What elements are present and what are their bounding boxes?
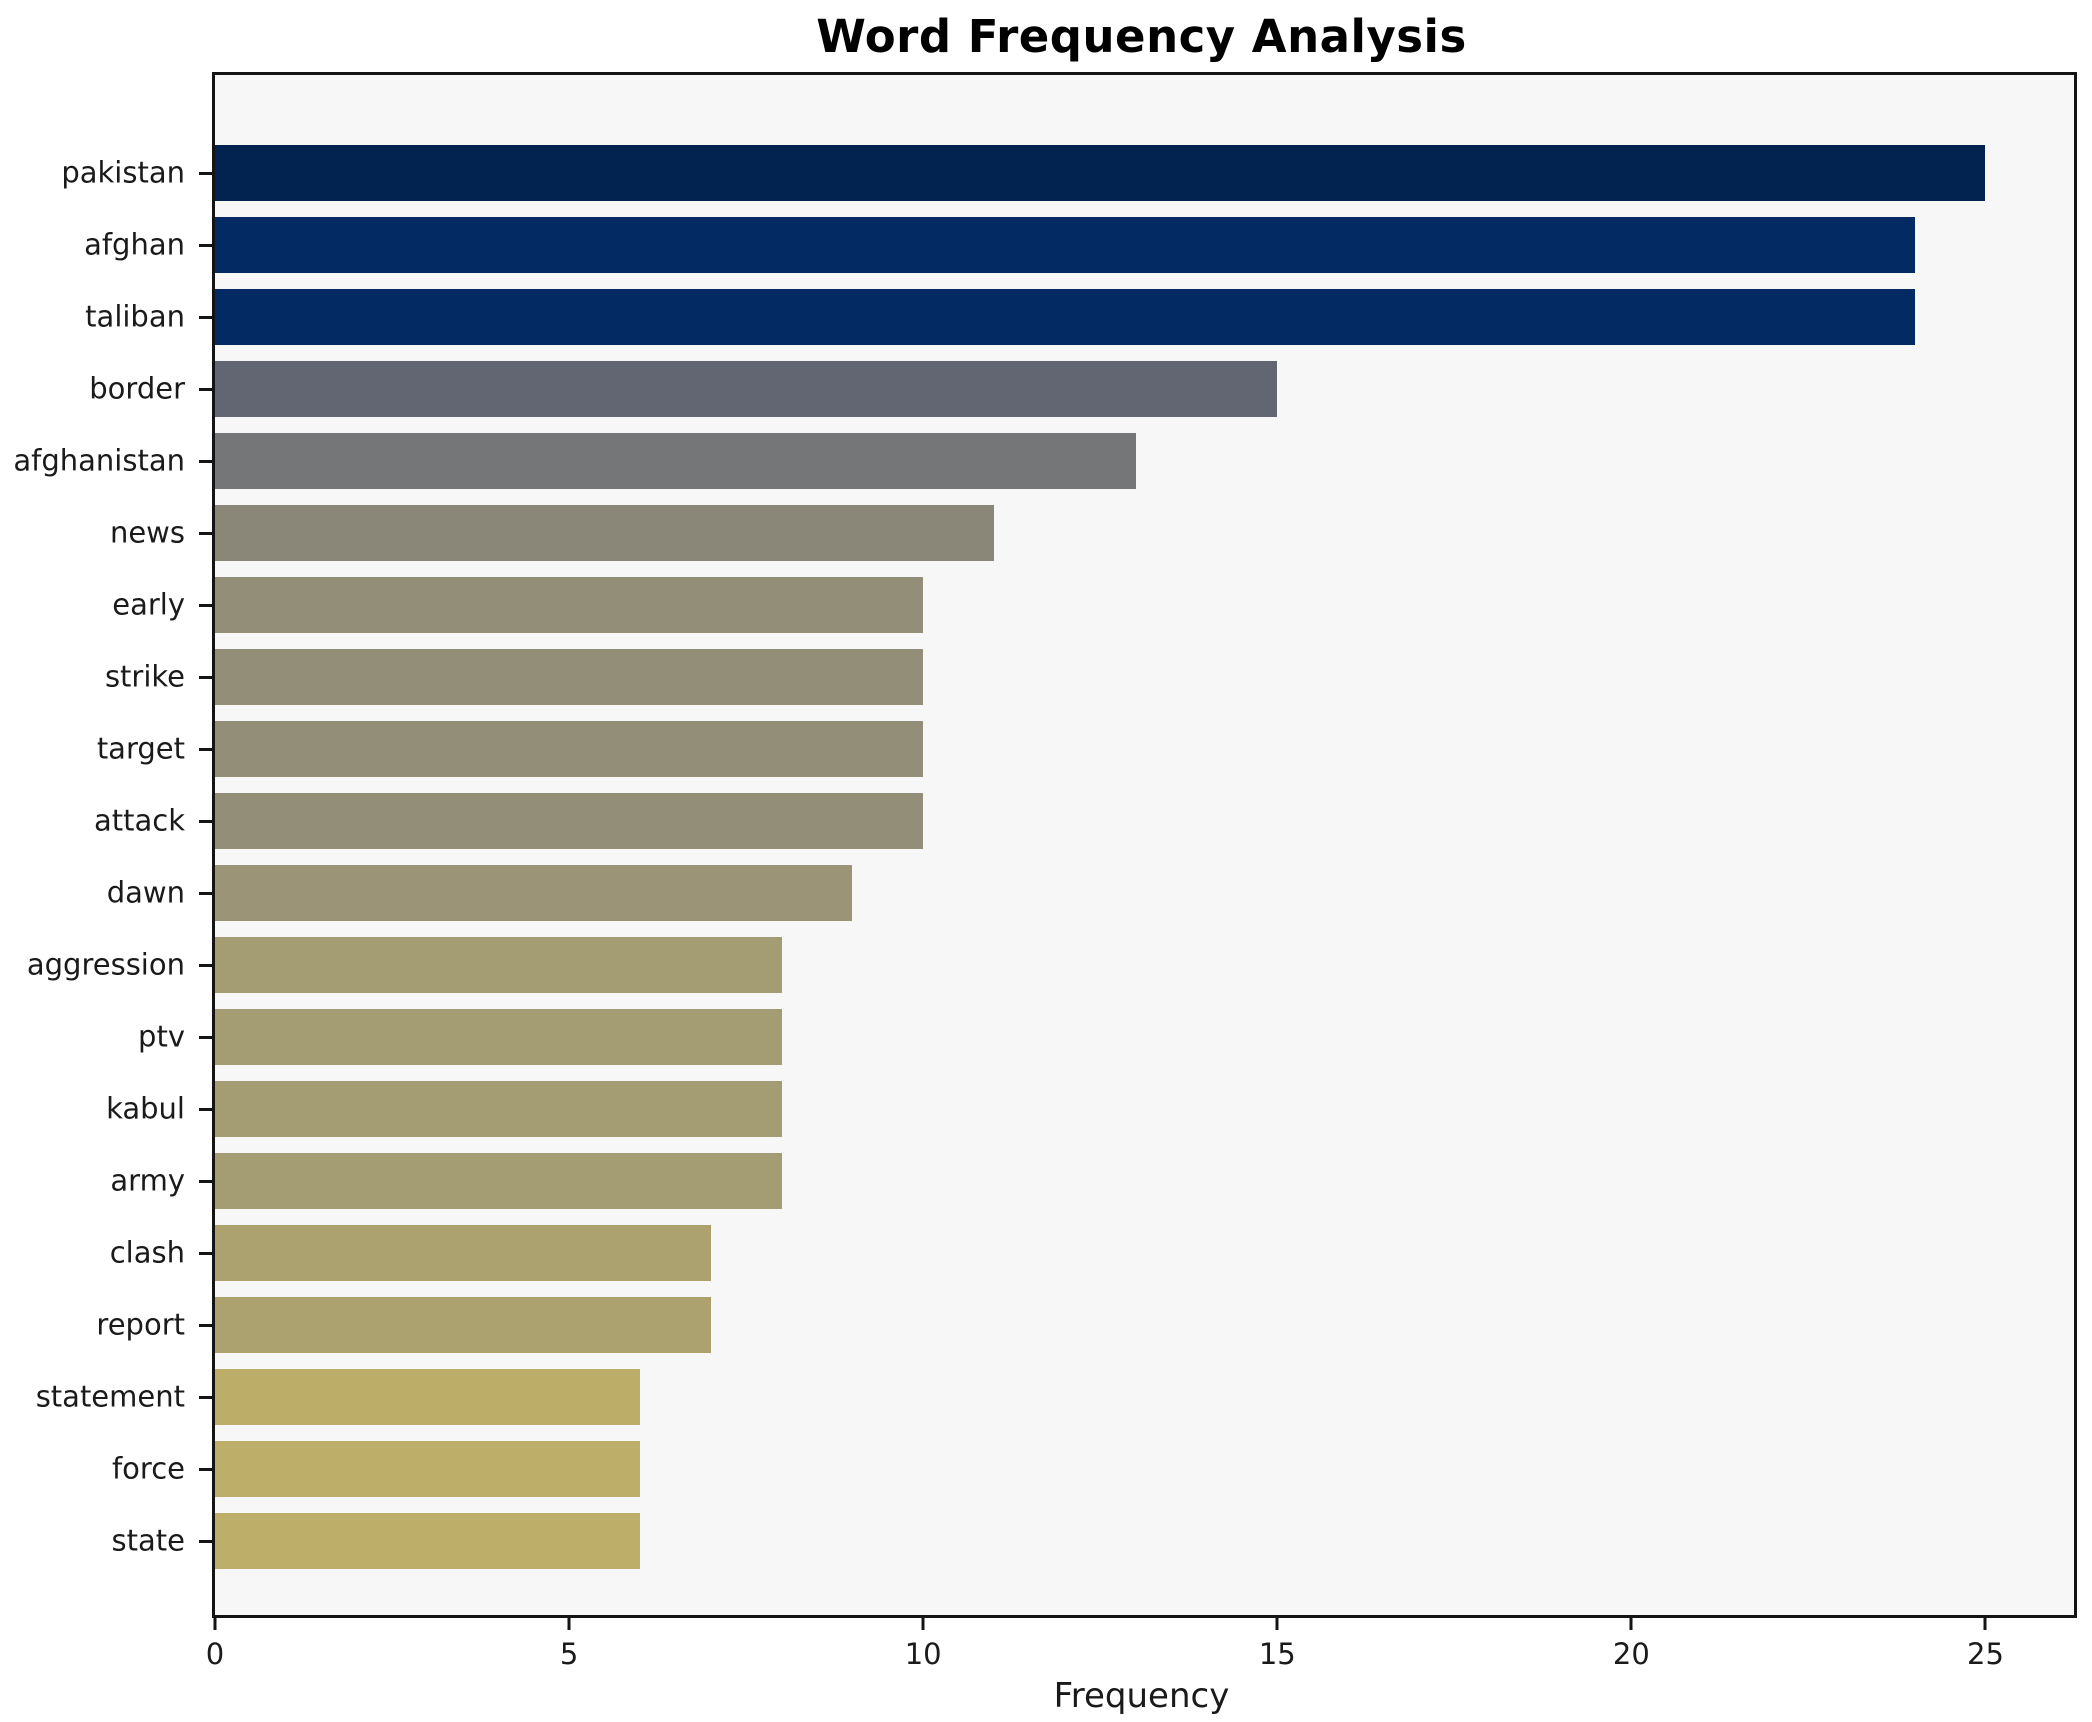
x-tick-label-0: 0 <box>205 1637 225 1671</box>
bar-dawn <box>215 865 853 921</box>
y-tick-label-taliban: taliban <box>85 299 185 334</box>
bar-news <box>215 505 994 561</box>
plot-area: pakistan afghan taliban border afghanistan ne… <box>13 72 2077 1671</box>
y-tick-label-news: news <box>109 515 185 550</box>
bar-force <box>215 1441 640 1497</box>
bar-row-afghan: afghan <box>84 209 2074 281</box>
y-tick-mark <box>199 1539 212 1543</box>
y-tick-mark <box>199 1107 212 1111</box>
y-tick-label-force: force <box>111 1451 185 1486</box>
bar-army <box>215 1153 782 1209</box>
y-tick-label-ptv: ptv <box>138 1019 185 1054</box>
bar-afghanistan <box>215 433 1136 489</box>
y-tick-mark <box>199 171 212 175</box>
y-tick-label-strike: strike <box>104 659 185 694</box>
y-tick-mark <box>199 819 212 823</box>
x-tick-mark-20 <box>1629 1618 1633 1630</box>
y-tick-label-aggression: aggression <box>26 947 185 982</box>
y-tick-label-pakistan: pakistan <box>61 155 185 190</box>
y-tick-mark <box>199 1395 212 1399</box>
bar-row-attack: attack <box>94 785 2074 857</box>
x-tick-label-5: 5 <box>559 1637 579 1671</box>
bar-afghan <box>215 217 1915 273</box>
y-tick-label-target: target <box>96 731 185 766</box>
bar-row-target: target <box>97 713 2074 785</box>
bar-row-army: army <box>110 1145 2074 1217</box>
bar-taliban <box>215 289 1915 345</box>
bar-strike <box>215 649 924 705</box>
bar-row-early: early <box>112 569 2074 641</box>
y-tick-mark <box>199 675 212 679</box>
bar-row-taliban: taliban <box>85 281 2074 353</box>
y-tick-label-state: state <box>111 1523 185 1558</box>
bar-row-strike: strike <box>105 641 2074 713</box>
bar-row-aggression: aggression <box>27 929 2074 1001</box>
y-tick-mark <box>199 387 212 391</box>
bar-row-pakistan: pakistan <box>61 137 2074 209</box>
y-tick-mark <box>199 315 212 319</box>
y-tick-mark <box>199 1251 212 1255</box>
x-axis-label: Frequency <box>1053 1676 1230 1716</box>
y-tick-mark <box>199 459 212 463</box>
y-tick-label-attack: attack <box>93 803 185 838</box>
y-tick-mark <box>199 1035 212 1039</box>
x-tick-label-20: 20 <box>1612 1637 1650 1671</box>
bar-row-dawn: dawn <box>107 857 2074 929</box>
y-tick-mark <box>199 243 212 247</box>
bar-pakistan <box>215 145 1986 201</box>
y-tick-label-statement: statement <box>35 1379 185 1414</box>
bar-row-statement: statement <box>36 1361 2074 1433</box>
y-tick-label-dawn: dawn <box>106 875 185 910</box>
x-tick-mark-25 <box>1983 1618 1987 1630</box>
x-axis: 0 5 10 15 20 25 <box>206 1615 2074 1695</box>
bar-border <box>215 361 1278 417</box>
y-tick-mark <box>199 1467 212 1471</box>
bar-row-state: state <box>112 1505 2074 1577</box>
x-tick-label-10: 10 <box>904 1637 942 1671</box>
bar-row-afghanistan: afghanistan <box>13 425 2074 497</box>
bar-statement <box>215 1369 640 1425</box>
bar-early <box>215 577 924 633</box>
y-tick-mark <box>199 1323 212 1327</box>
bar-clash <box>215 1225 711 1281</box>
bar-row-border: border <box>89 353 2074 425</box>
y-tick-label-army: army <box>110 1163 185 1198</box>
bar-row-ptv: ptv <box>138 1001 2074 1073</box>
y-tick-mark <box>199 891 212 895</box>
x-tick-mark-10 <box>921 1618 925 1630</box>
bar-row-force: force <box>112 1433 2074 1505</box>
bar-attack <box>215 793 924 849</box>
bar-state <box>215 1513 640 1569</box>
y-tick-label-afghanistan: afghanistan <box>13 443 185 478</box>
bar-row-news: news <box>110 497 2074 569</box>
bar-aggression <box>215 937 782 993</box>
bar-row-kabul: kabul <box>106 1073 2074 1145</box>
bar-target <box>215 721 924 777</box>
y-tick-label-border: border <box>89 371 185 406</box>
y-tick-mark <box>199 531 212 535</box>
y-tick-label-kabul: kabul <box>106 1091 185 1126</box>
bar-row-clash: clash <box>110 1217 2074 1289</box>
x-tick-mark-5 <box>567 1618 571 1630</box>
y-tick-label-afghan: afghan <box>84 227 185 262</box>
y-tick-mark <box>199 1179 212 1183</box>
x-tick-label-15: 15 <box>1258 1637 1296 1671</box>
chart-title: Word Frequency Analysis <box>816 10 1467 63</box>
y-tick-mark <box>199 747 212 751</box>
y-tick-label-early: early <box>112 587 185 622</box>
y-tick-mark <box>199 603 212 607</box>
bar-ptv <box>215 1009 782 1065</box>
x-tick-mark-15 <box>1275 1618 1279 1630</box>
bar-kabul <box>215 1081 782 1137</box>
bar-row-report: report <box>96 1289 2074 1361</box>
bars-container: pakistan afghan taliban border afghanistan ne… <box>13 75 2074 1615</box>
y-tick-label-clash: clash <box>109 1235 185 1270</box>
y-tick-mark <box>199 963 212 967</box>
bar-report <box>215 1297 711 1353</box>
y-tick-label-report: report <box>96 1307 185 1342</box>
x-tick-mark-0 <box>213 1618 217 1630</box>
x-tick-label-25: 25 <box>1967 1637 2004 1671</box>
